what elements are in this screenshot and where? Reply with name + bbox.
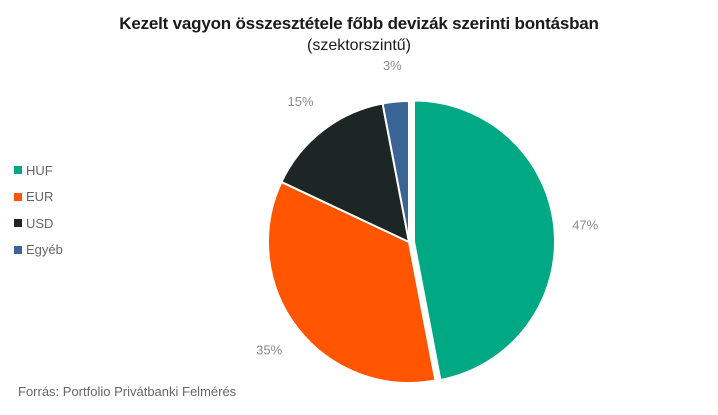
pie-slice-egyb: [381, 99, 410, 243]
legend-swatch-egyeb: [14, 245, 22, 254]
legend-swatch-huf: [14, 166, 22, 174]
data-label-egyb: 3%: [383, 58, 402, 73]
chart-title: Kezelt vagyon összesztétele főbb devizák…: [119, 14, 599, 33]
source-note: Forrás: Portfolio Privátbanki Felmérés: [18, 384, 237, 399]
legend-swatch-eur: [14, 192, 22, 201]
pie-slice-usd: [280, 102, 411, 244]
data-label-huf: 47%: [572, 217, 598, 232]
legend-label-usd: USD: [26, 215, 54, 231]
legend-item-egyeb: Egyéb: [14, 242, 63, 258]
pie-slice-huf: [412, 99, 556, 382]
legend: HUF EUR USD Egyéb: [14, 162, 63, 268]
pie-slice-eur: [267, 180, 437, 384]
chart-subtitle: (szektorszintű): [306, 37, 412, 54]
legend-item-usd: USD: [14, 215, 63, 231]
data-label-usd: 15%: [287, 94, 313, 109]
legend-item-eur: EUR: [14, 189, 63, 205]
legend-swatch-usd: [14, 219, 22, 227]
legend-label-egyeb: Egyéb: [26, 242, 63, 257]
legend-item-huf: HUF: [14, 162, 63, 178]
legend-label-huf: HUF: [26, 162, 53, 178]
legend-label-eur: EUR: [26, 189, 54, 204]
data-label-eur: 35%: [256, 342, 282, 357]
